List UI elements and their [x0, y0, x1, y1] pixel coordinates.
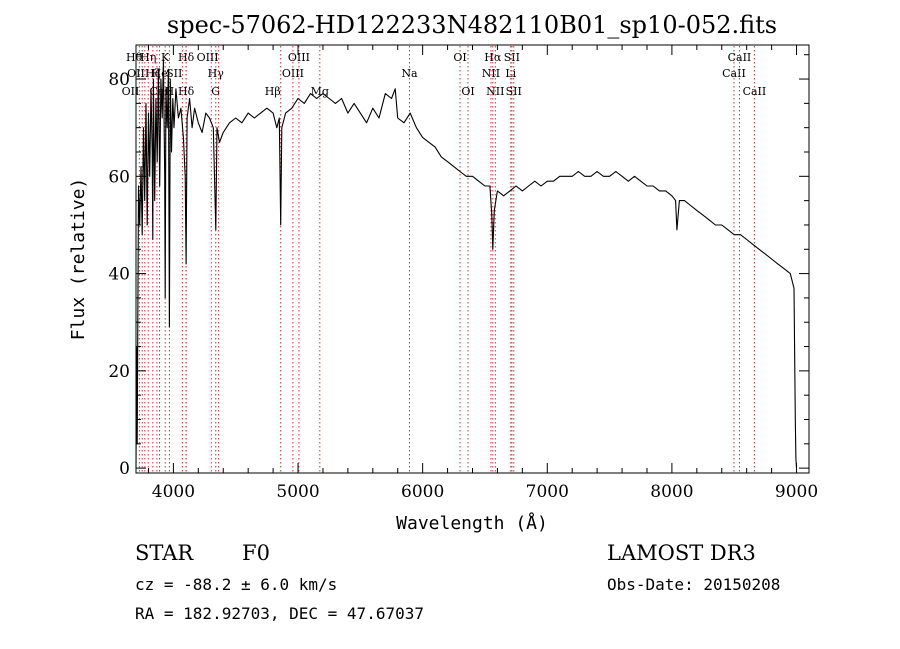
spectral-line-label: SII: [166, 67, 182, 80]
chart-title: spec-57062-HD122233N482110B01_sp10-052.f…: [167, 11, 777, 39]
spectral-line-label: Hδ: [178, 85, 195, 98]
spectral-line-label: Hδ: [178, 51, 195, 64]
spectral-line-label: OIII: [197, 51, 219, 64]
y-tick-label: 0: [119, 459, 130, 479]
spectral-line-label: K: [161, 51, 170, 64]
y-tick-label: 40: [108, 265, 130, 285]
spectral-line-label: CaII: [743, 85, 767, 98]
x-tick-label: 6000: [401, 482, 444, 502]
spectral-line-label: Hγ: [208, 67, 225, 80]
spectral-line-label: SII: [504, 51, 520, 64]
x-axis-label: Wavelength (Å): [396, 512, 548, 534]
spectral-line-label: OII: [122, 85, 140, 98]
spectrum-plot-area: [135, 59, 798, 469]
spectral-line-label: H: [165, 85, 175, 98]
x-tick-label: 5000: [276, 482, 319, 502]
spectrum-series-flux: [135, 59, 798, 469]
spectral-line-label: CaII: [722, 67, 746, 80]
spectral-line-label: OI: [461, 85, 474, 98]
redshift-info: cz = -88.2 ± 6.0 km/s: [135, 575, 337, 594]
spectral-subclass: F0: [242, 541, 270, 565]
x-tick-label: 9000: [775, 482, 818, 502]
spectral-line-label: Na: [401, 67, 418, 80]
spectral-line-label: Hη: [140, 51, 156, 64]
spectral-line-label: OI: [453, 51, 466, 64]
x-tick-label: 8000: [650, 482, 693, 502]
spectral-line-label: SII: [506, 85, 522, 98]
object-class: STAR: [135, 541, 194, 565]
spectral-line-label: NII: [482, 67, 500, 80]
coordinates-info: RA = 182.92703, DEC = 47.67037: [135, 604, 424, 623]
x-tick-label: 4000: [152, 482, 195, 502]
y-tick-label: 60: [108, 167, 130, 187]
y-tick-label: 20: [108, 362, 130, 382]
spectral-line-label: NII: [486, 85, 504, 98]
spectral-line-label: OIII: [288, 51, 310, 64]
y-tick-label: 80: [108, 70, 130, 90]
observation-date: Obs-Date: 20150208: [607, 575, 780, 594]
spectral-line-label: Hβ: [265, 85, 281, 98]
survey-name: LAMOST DR3: [607, 541, 756, 565]
axes: 4000 5000 6000 7000 8000 9000 0 20 40 60 80: [108, 45, 818, 502]
plot-frame: [135, 44, 810, 474]
x-tick-label: 7000: [526, 482, 569, 502]
spectral-line-label: Li: [505, 67, 516, 80]
spectral-line-markers: OIIHθOIIHηHζCaHeKHSIIHδHδGHγOIIIHβOIIIOI…: [122, 46, 767, 472]
y-axis-label: Flux (relative): [68, 178, 89, 341]
spectral-line-label: Hα: [484, 51, 502, 64]
spectral-line-label: OIII: [282, 67, 304, 80]
spectral-line-label: CaII: [728, 51, 752, 64]
